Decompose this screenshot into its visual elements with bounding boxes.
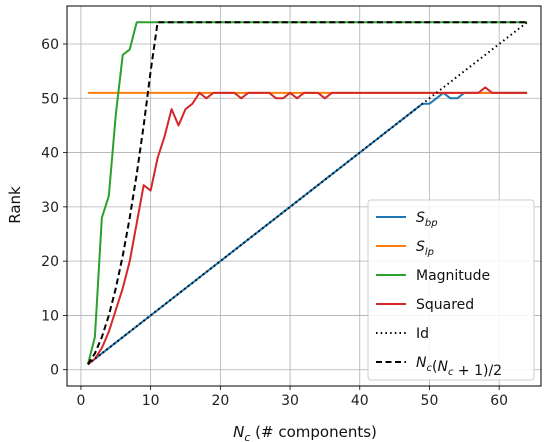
legend-label: Magnitude — [416, 268, 490, 284]
y-axis-label: Rank — [6, 186, 24, 224]
series-lines — [86, 21, 528, 366]
y-tick-label: 40 — [41, 146, 59, 162]
legend-box — [367, 199, 535, 381]
legend-label: Slp — [416, 239, 434, 258]
y-tick-label: 60 — [41, 37, 59, 53]
legend: Sbp Slp Magnitude Squared Id Nc(Nc + 1)/2 — [367, 199, 535, 381]
x-tick-label: 40 — [351, 393, 369, 409]
x-tick-label: 20 — [211, 393, 229, 409]
y-tick-label: 0 — [50, 363, 59, 379]
axis-ticks: 0 10 20 30 40 50 60 0 10 20 30 40 50 60 — [41, 37, 508, 409]
x-axis-label: Nc (# components) — [233, 423, 377, 442]
x-tick-label: 0 — [76, 393, 85, 409]
legend-label: Nc(Nc + 1)/2 — [416, 355, 502, 379]
grid — [67, 6, 541, 386]
y-tick-label: 10 — [41, 308, 59, 324]
x-tick-label: 10 — [142, 393, 160, 409]
series-line-3 — [87, 86, 528, 366]
legend-label: Id — [416, 326, 429, 342]
x-tick-label: 60 — [490, 393, 508, 409]
y-tick-label: 20 — [41, 254, 59, 270]
series-line-5 — [87, 21, 528, 365]
y-tick-label: 50 — [41, 91, 59, 107]
y-tick-label: 30 — [41, 200, 59, 216]
legend-label: Squared — [416, 297, 474, 313]
x-tick-label: 30 — [281, 393, 299, 409]
plot-frame — [66, 5, 542, 387]
legend-label: Sbp — [416, 210, 438, 229]
series-line-2 — [86, 21, 528, 365]
series-line-4 — [87, 21, 528, 366]
x-tick-label: 50 — [421, 393, 439, 409]
